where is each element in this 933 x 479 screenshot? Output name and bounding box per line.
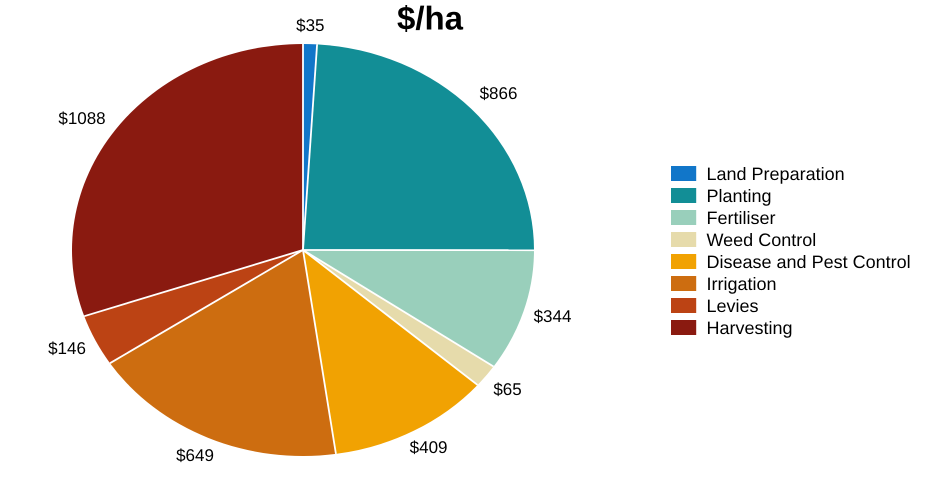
svg-text:$344: $344 <box>534 307 572 326</box>
svg-text:Harvesting: Harvesting <box>707 318 793 338</box>
svg-text:$866: $866 <box>480 84 518 103</box>
svg-text:Land Preparation: Land Preparation <box>707 164 845 184</box>
svg-text:Planting: Planting <box>707 186 772 206</box>
svg-text:$409: $409 <box>410 438 448 457</box>
svg-text:$146: $146 <box>48 339 86 358</box>
svg-text:$649: $649 <box>176 446 214 465</box>
svg-text:$1088: $1088 <box>58 109 105 128</box>
svg-text:Disease and Pest Control: Disease and Pest Control <box>707 252 911 272</box>
svg-text:$65: $65 <box>493 380 521 399</box>
svg-text:Irrigation: Irrigation <box>707 274 777 294</box>
svg-text:$35: $35 <box>296 16 324 35</box>
svg-text:Levies: Levies <box>707 296 759 316</box>
svg-text:Weed Control: Weed Control <box>707 230 817 250</box>
svg-text:Fertiliser: Fertiliser <box>707 208 776 228</box>
svg-text:$/ha: $/ha <box>397 0 464 37</box>
